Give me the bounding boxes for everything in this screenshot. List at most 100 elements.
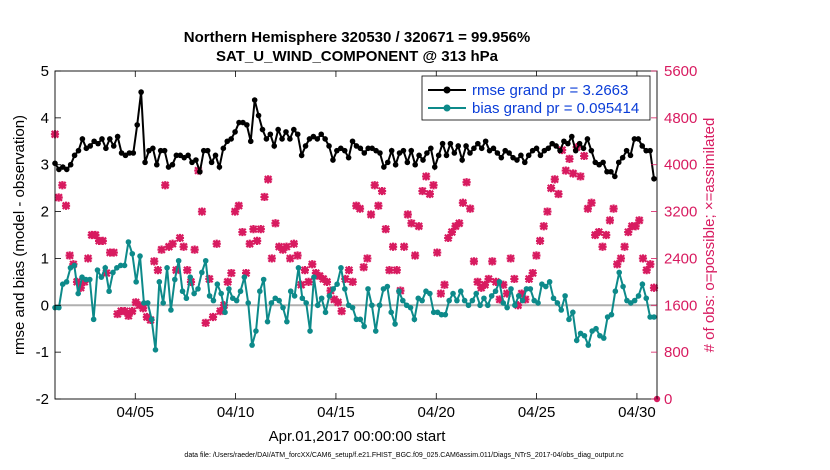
rmse-point xyxy=(67,161,74,168)
rmse-point xyxy=(63,166,70,173)
rmse-point xyxy=(326,143,332,149)
obs-point xyxy=(61,201,71,210)
rmse-point xyxy=(87,143,94,149)
obs-point xyxy=(602,230,611,240)
bias-point xyxy=(465,302,472,309)
bias-point xyxy=(376,302,383,309)
obs-point xyxy=(565,154,574,163)
obs-point xyxy=(253,236,262,245)
bias-point xyxy=(616,269,623,276)
bias-point xyxy=(419,297,425,304)
rmse-point xyxy=(412,161,418,168)
y-axis-right-label: # of obs: o=possible; ×=assimilated xyxy=(701,118,718,353)
rmse-point xyxy=(153,161,160,168)
rmse-point xyxy=(318,131,325,138)
rmse-point xyxy=(392,161,399,168)
bias-point xyxy=(183,295,190,302)
bias-point xyxy=(117,262,124,269)
rmse-point xyxy=(521,159,528,166)
rmse-point xyxy=(643,147,649,154)
chart-subtitle: SAT_U_WIND_COMPONENT @ 313 hPa xyxy=(216,48,499,65)
rmse-point xyxy=(623,147,630,154)
bias-point xyxy=(125,239,132,245)
bias-point xyxy=(446,297,452,304)
rmse-point xyxy=(279,136,285,142)
obs-point xyxy=(282,242,291,251)
obs-point xyxy=(179,242,188,251)
rmse-point xyxy=(431,164,438,170)
obs-point xyxy=(223,277,232,286)
rmse-point xyxy=(490,145,497,152)
obs-point xyxy=(91,230,100,240)
rmse-point xyxy=(424,150,430,156)
obs-point xyxy=(113,309,122,319)
x-tick-label: 04/10 xyxy=(217,404,255,421)
bias-point xyxy=(392,321,398,327)
rmse-point xyxy=(627,152,634,159)
rmse-point xyxy=(384,159,391,166)
rmse-point xyxy=(271,143,278,149)
y-right-tick-label: 0 xyxy=(664,391,672,408)
rmse-point xyxy=(388,147,395,154)
obs-point xyxy=(642,266,651,275)
rmse-point xyxy=(408,147,415,154)
bias-point xyxy=(357,316,364,323)
bias-point xyxy=(303,300,309,306)
rmse-point xyxy=(478,145,485,152)
bias-point xyxy=(199,269,205,276)
rmse-point xyxy=(482,138,489,145)
rmse-point xyxy=(557,147,563,154)
y-left-tick-label: -2 xyxy=(36,391,49,408)
bias-point xyxy=(338,265,344,271)
bias-point xyxy=(268,300,275,306)
bias-point xyxy=(608,311,615,318)
obs-point xyxy=(168,239,177,248)
bias-point xyxy=(508,286,514,292)
obs-point xyxy=(620,242,629,251)
obs-point xyxy=(400,242,409,251)
chart-title: Northern Hemisphere 320530 / 320671 = 99… xyxy=(184,29,530,46)
bias-point xyxy=(175,257,182,264)
bias-point xyxy=(90,316,97,323)
obs-point xyxy=(205,274,214,284)
rmse-point xyxy=(568,133,575,140)
obs-point xyxy=(370,181,379,190)
bias-point xyxy=(86,276,93,283)
obs-point xyxy=(58,181,67,190)
obs-point xyxy=(216,307,225,316)
y-right-tick-label: 3200 xyxy=(664,204,697,221)
y-left-tick-label: 2 xyxy=(41,204,49,221)
rmse-point xyxy=(494,150,501,156)
rmse-point xyxy=(639,143,646,149)
obs-point xyxy=(462,178,471,187)
rmse-point xyxy=(451,150,458,156)
rmse-point xyxy=(185,152,191,159)
rmse-point xyxy=(345,154,352,161)
obs-point xyxy=(646,260,655,269)
obs-point xyxy=(76,283,85,292)
bias-point xyxy=(191,290,197,297)
bias-point xyxy=(639,281,646,288)
obs-point xyxy=(513,301,523,310)
bias-point xyxy=(206,293,213,299)
bias-point xyxy=(384,283,391,290)
rmse-point xyxy=(263,136,270,142)
bias-point xyxy=(600,335,607,341)
bias-point xyxy=(566,316,572,323)
obs-point xyxy=(429,181,438,190)
bias-point xyxy=(260,276,267,283)
rmse-point xyxy=(220,145,227,152)
bias-point xyxy=(226,286,232,292)
obs-point xyxy=(502,289,512,298)
rmse-point xyxy=(107,136,113,142)
bias-point xyxy=(141,300,147,306)
legend-rmse-marker xyxy=(443,86,451,94)
rmse-point xyxy=(631,136,638,142)
bias-point xyxy=(570,309,576,316)
y-left-tick-label: 0 xyxy=(41,297,49,314)
obs-point xyxy=(381,225,390,234)
obs-point xyxy=(197,207,207,216)
bias-point xyxy=(144,300,151,306)
bias-point xyxy=(249,342,255,348)
obs-point xyxy=(135,301,144,310)
